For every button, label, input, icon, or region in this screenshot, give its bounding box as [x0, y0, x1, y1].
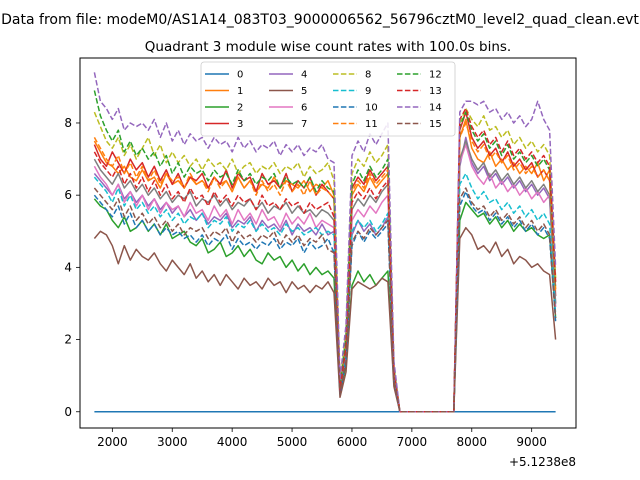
legend-label-12: 12 [429, 70, 442, 81]
series-line-11 [93, 122, 557, 413]
series-line-15 [93, 187, 557, 413]
chart-title: Quadrant 3 module wise count rates with … [145, 39, 511, 55]
y-tick-label: 2 [64, 333, 72, 347]
legend-label-5: 5 [301, 86, 307, 97]
series-line-5 [93, 226, 557, 413]
legend-label-15: 15 [429, 119, 442, 130]
series-line-4 [93, 136, 557, 413]
x-tick-label: 3000 [157, 435, 188, 449]
legend-label-9: 9 [365, 86, 371, 97]
y-tick-label: 0 [64, 405, 72, 419]
x-tick-label: 2000 [97, 435, 128, 449]
axis-layer: 2000 3000 4000 5000 6000 7000 8000 9000 0 2 4 6 8 [64, 116, 547, 449]
series-line-9 [93, 172, 557, 413]
legend-label-0: 0 [237, 70, 243, 81]
x-tick-label: 8000 [456, 435, 487, 449]
series-line-8 [93, 107, 557, 413]
legend-label-3: 3 [237, 119, 243, 130]
x-tick-label: 7000 [397, 435, 428, 449]
y-tick-label: 6 [64, 188, 72, 202]
x-tick-label: 9000 [516, 435, 547, 449]
legend-label-14: 14 [429, 103, 442, 114]
y-tick-label: 4 [64, 260, 72, 274]
series-line-6 [93, 143, 557, 413]
series-line-12 [93, 90, 557, 413]
plot-area: 2000 3000 4000 5000 6000 7000 8000 9000 0 2 4 6 8 0 1… [64, 57, 577, 449]
series-line-14 [93, 72, 557, 413]
legend-label-13: 13 [429, 86, 442, 97]
series-line-2 [93, 198, 557, 413]
legend-label-7: 7 [301, 119, 307, 130]
x-offset-label: +5.1238e8 [509, 455, 576, 469]
legend-label-10: 10 [365, 103, 378, 114]
series-line-7 [93, 140, 557, 413]
y-tick-label: 8 [64, 116, 72, 130]
legend-label-11: 11 [365, 119, 378, 130]
series-line-3 [93, 111, 557, 413]
legend-frame [200, 61, 456, 137]
legend-label-6: 6 [301, 103, 307, 114]
legend-label-4: 4 [301, 70, 307, 81]
series-layer [93, 72, 557, 413]
x-tick-label: 5000 [277, 435, 308, 449]
series-line-13 [93, 107, 557, 413]
legend-label-1: 1 [237, 86, 243, 97]
legend-label-2: 2 [237, 103, 243, 114]
x-tick-label: 4000 [217, 435, 248, 449]
plot-frame [79, 57, 577, 429]
legend-label-8: 8 [365, 70, 371, 81]
x-tick-label: 6000 [337, 435, 368, 449]
figure-suptitle: Data from file: modeM0/AS1A14_083T03_900… [1, 12, 639, 28]
